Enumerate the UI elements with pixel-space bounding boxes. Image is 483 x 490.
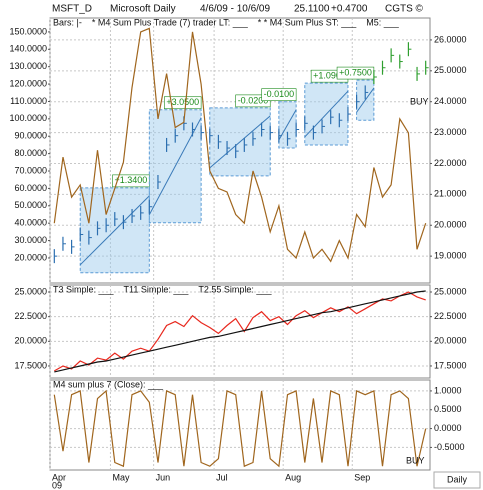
y-tick-label: 150.0000 xyxy=(9,26,47,36)
y2-tick-label: -0.5000 xyxy=(434,442,465,452)
trade-trend xyxy=(209,115,271,169)
legend-entry: T3 Simple: ___ xyxy=(53,284,115,294)
y-tick-label: 120.0000 xyxy=(9,78,47,88)
x-tick-label: Jul xyxy=(216,472,228,482)
legend-entry: M4 sum plus 7 (Close): ___ xyxy=(53,379,164,389)
annotation: BUY xyxy=(410,96,429,106)
trade-trend xyxy=(79,195,150,266)
y2-tick-label: 19.0000 xyxy=(434,251,467,261)
y-tick-label: 20.0000 xyxy=(14,336,47,346)
x-tick-label: Jun xyxy=(156,472,171,482)
legend-entry: Bars: |- xyxy=(53,17,82,27)
trade-trend xyxy=(278,109,297,141)
trade-label: -0.0200 xyxy=(238,95,269,105)
y-tick-label: 110.0000 xyxy=(10,96,47,106)
trade-label-box xyxy=(164,96,202,110)
date-range: 4/6/09 - 10/6/09 xyxy=(200,4,270,15)
y2-tick-label: 25.0000 xyxy=(434,65,467,75)
instrument-name: Microsoft Daily xyxy=(110,4,176,15)
y-tick-label: 60.0000 xyxy=(14,183,47,193)
y2-tick-label: 1.0000 xyxy=(434,385,462,395)
legend-entry: * M4 Sum Plus Trade (7) trader LT: ___ xyxy=(92,17,249,27)
series-line xyxy=(54,290,426,373)
periodicity-box xyxy=(433,471,481,489)
y2-tick-label: 26.0000 xyxy=(434,34,467,44)
x-tick-label: Apr xyxy=(52,472,66,482)
y2-tick-label: 23.0000 xyxy=(434,127,467,137)
y-tick-label: 100.0000 xyxy=(9,113,47,123)
y-tick-label: 140.0000 xyxy=(9,44,47,54)
trade-label: +1.0900 xyxy=(313,71,346,81)
legend-entry: T2.55 Simple: ___ xyxy=(198,284,272,294)
y2-tick-label: 20.0000 xyxy=(434,336,467,346)
y-tick-label: 22.5000 xyxy=(14,311,47,321)
last-price: 25.1100 xyxy=(294,4,330,15)
y-tick-label: 130.0000 xyxy=(9,61,47,71)
price-change: +0.4700 xyxy=(331,4,368,15)
x-tick-label: Sep xyxy=(354,472,370,482)
trade-label: -0.0100 xyxy=(264,89,295,99)
y2-tick-label: 20.0000 xyxy=(434,220,467,230)
y2-tick-label: 0.5000 xyxy=(434,404,462,414)
trade-trend xyxy=(304,90,349,138)
trade-label: +0.7500 xyxy=(339,67,372,77)
legend-entry: M5: ___ xyxy=(366,17,400,27)
vendor: CGTS © xyxy=(385,4,424,15)
series-line xyxy=(53,27,427,263)
trade-label: +1.3400 xyxy=(115,175,148,185)
y2-tick-label: 21.0000 xyxy=(434,189,467,199)
y2-tick-label: 0.0000 xyxy=(434,423,462,433)
y2-tick-label: 22.5000 xyxy=(434,311,467,321)
y-tick-label: 50.0000 xyxy=(14,200,47,210)
y-tick-label: 20.0000 xyxy=(14,252,47,262)
x-tick-label: Aug xyxy=(285,472,301,482)
trade-label-box xyxy=(112,174,150,188)
y2-tick-label: 22.0000 xyxy=(434,158,467,168)
y-tick-label: 40.0000 xyxy=(14,218,47,228)
periodicity: Daily xyxy=(447,474,468,484)
y-tick-label: 80.0000 xyxy=(14,148,47,158)
y-tick-label: 70.0000 xyxy=(14,165,47,175)
annotation: BUY xyxy=(406,455,425,465)
y-tick-label: 30.0000 xyxy=(14,235,47,245)
series-line xyxy=(54,291,426,372)
trade-label-box xyxy=(261,88,297,102)
y-tick-label: 90.0000 xyxy=(14,131,47,141)
legend-entry: * * M4 Sum Plus ST: ___ xyxy=(258,17,358,27)
trade-label: +3.0500 xyxy=(166,97,199,107)
panel xyxy=(49,17,431,284)
series-line xyxy=(53,389,427,468)
y2-tick-label: 25.0000 xyxy=(434,286,467,296)
symbol: MSFT_D xyxy=(52,4,92,15)
y2-tick-label: 24.0000 xyxy=(434,96,467,106)
y-tick-label: 17.5000 xyxy=(14,360,47,370)
x-year-label: 09 xyxy=(52,480,62,490)
legend-entry: T11 Simple: ___ xyxy=(124,284,190,294)
x-tick-label: May xyxy=(112,472,130,482)
trade-trend xyxy=(356,87,375,113)
y2-tick-label: 17.5000 xyxy=(434,360,467,370)
y-tick-label: 25.0000 xyxy=(14,286,47,296)
